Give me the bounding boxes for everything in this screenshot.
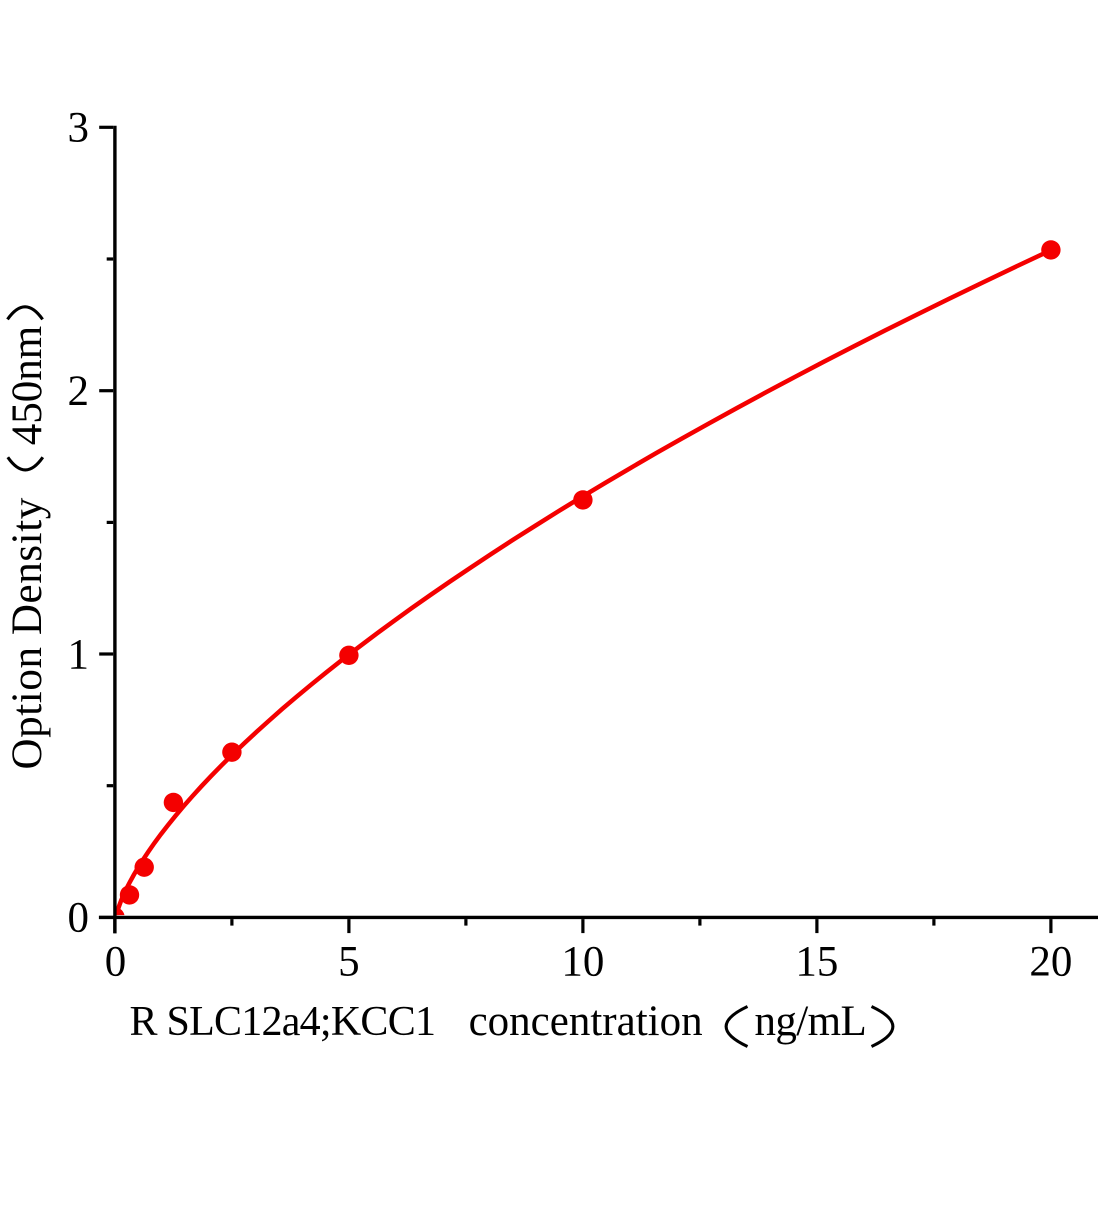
svg-text:R SLC12a4;KCC1: R SLC12a4;KCC1: [130, 999, 436, 1045]
svg-text:concentration: concentration: [469, 998, 703, 1045]
svg-text:10: 10: [561, 939, 604, 986]
svg-text:Option Density: Option Density: [4, 497, 51, 769]
svg-text:5: 5: [338, 939, 360, 986]
svg-text:ng/mL: ng/mL: [755, 998, 867, 1045]
svg-text:0: 0: [105, 939, 127, 986]
svg-text:450nm: 450nm: [4, 326, 51, 445]
svg-text:0: 0: [68, 895, 90, 942]
svg-text:20: 20: [1029, 939, 1072, 986]
svg-text:1: 1: [68, 631, 90, 678]
svg-text:2: 2: [68, 368, 90, 415]
svg-text:15: 15: [795, 939, 838, 986]
svg-text:3: 3: [68, 105, 90, 152]
